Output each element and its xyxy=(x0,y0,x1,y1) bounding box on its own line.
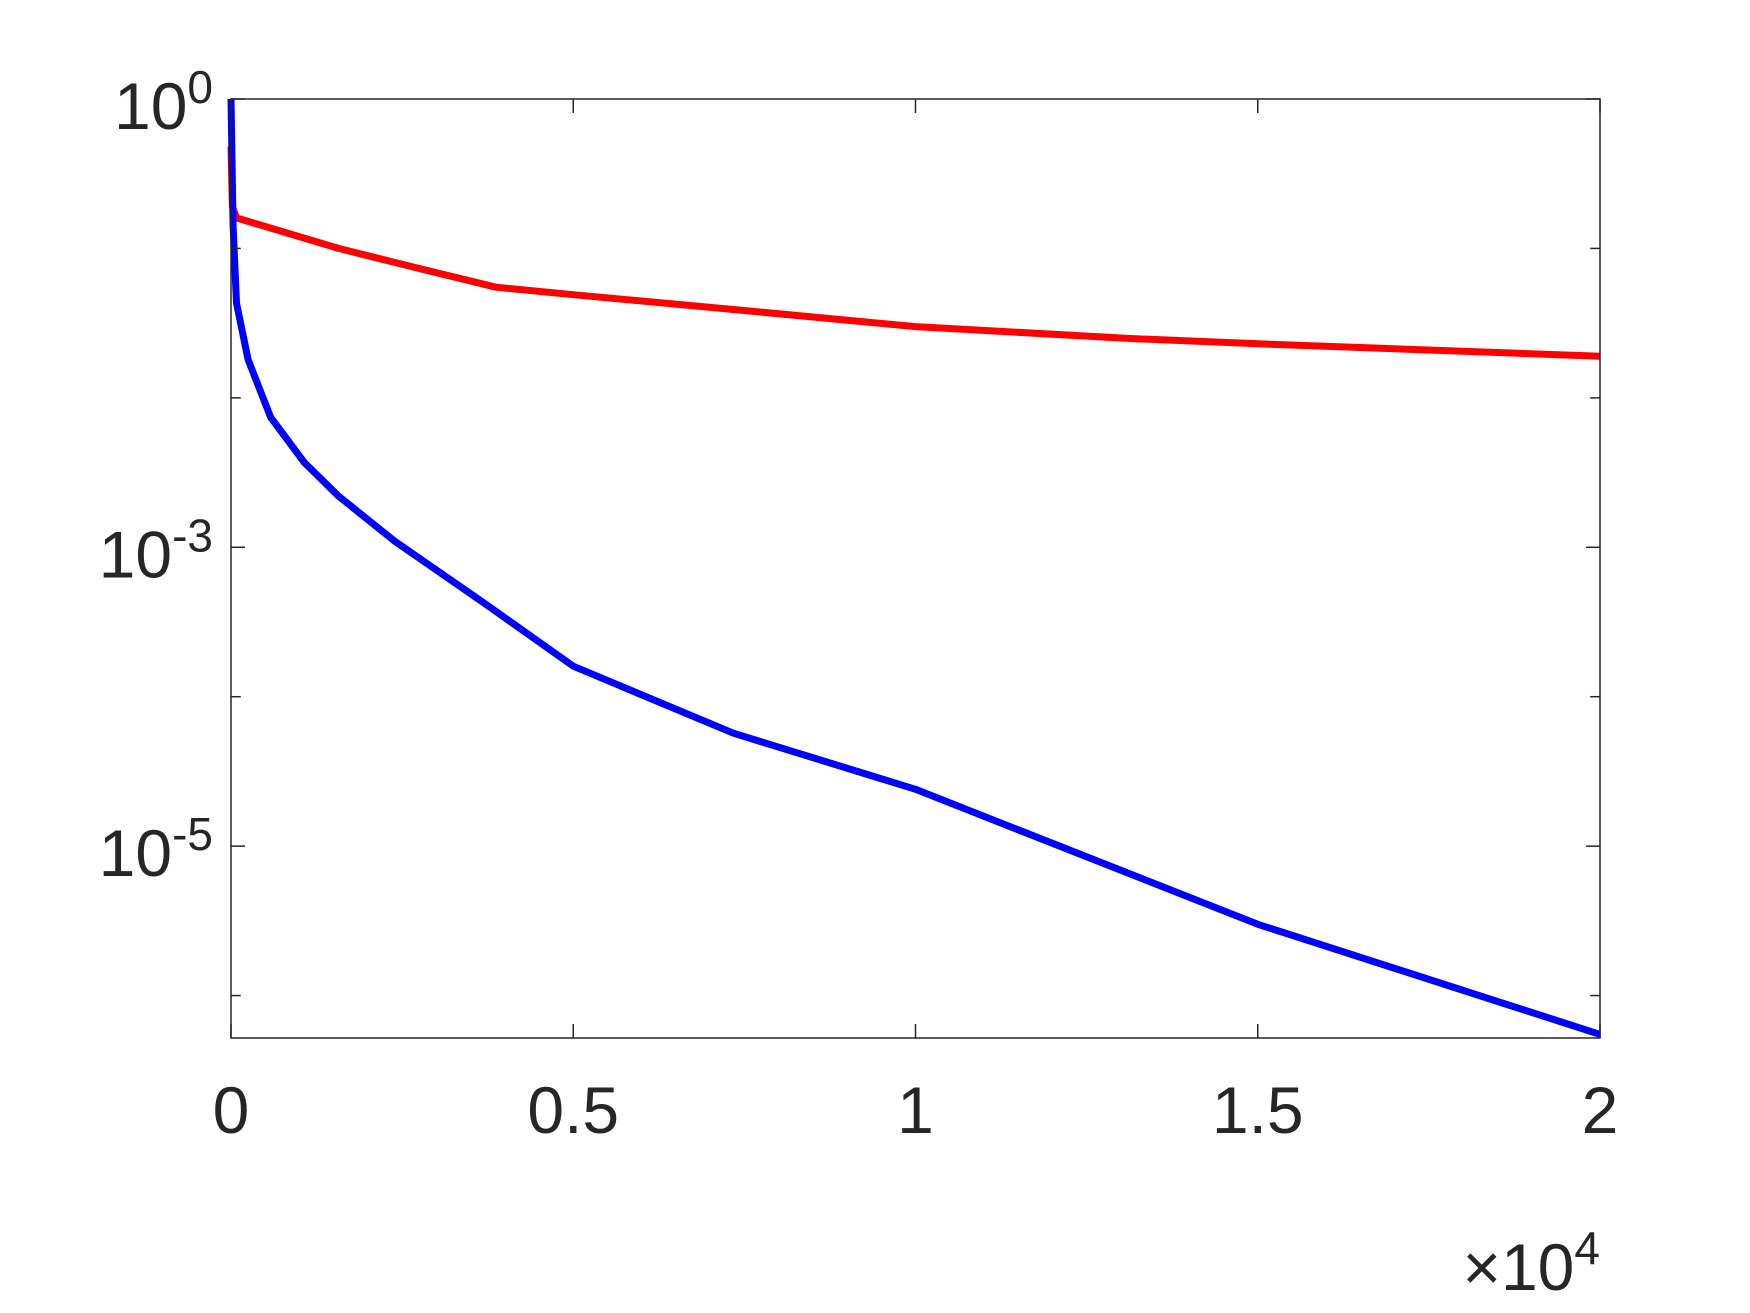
x-tick-label: 1.5 xyxy=(1212,1073,1304,1147)
x-tick-label: 0 xyxy=(213,1073,250,1147)
x-tick-label: 0.5 xyxy=(527,1073,619,1147)
x-tick-label: 2 xyxy=(1582,1073,1619,1147)
y-tick-label: 10-3 xyxy=(99,509,213,591)
data-line xyxy=(227,146,1601,360)
data-line xyxy=(227,98,1602,1038)
x-tick-label: 1 xyxy=(897,1073,934,1147)
x-exponent-label: ×104 xyxy=(1462,1222,1600,1304)
y-tick-label: 10-5 xyxy=(99,808,213,890)
y-tick-label: 100 xyxy=(114,61,213,143)
